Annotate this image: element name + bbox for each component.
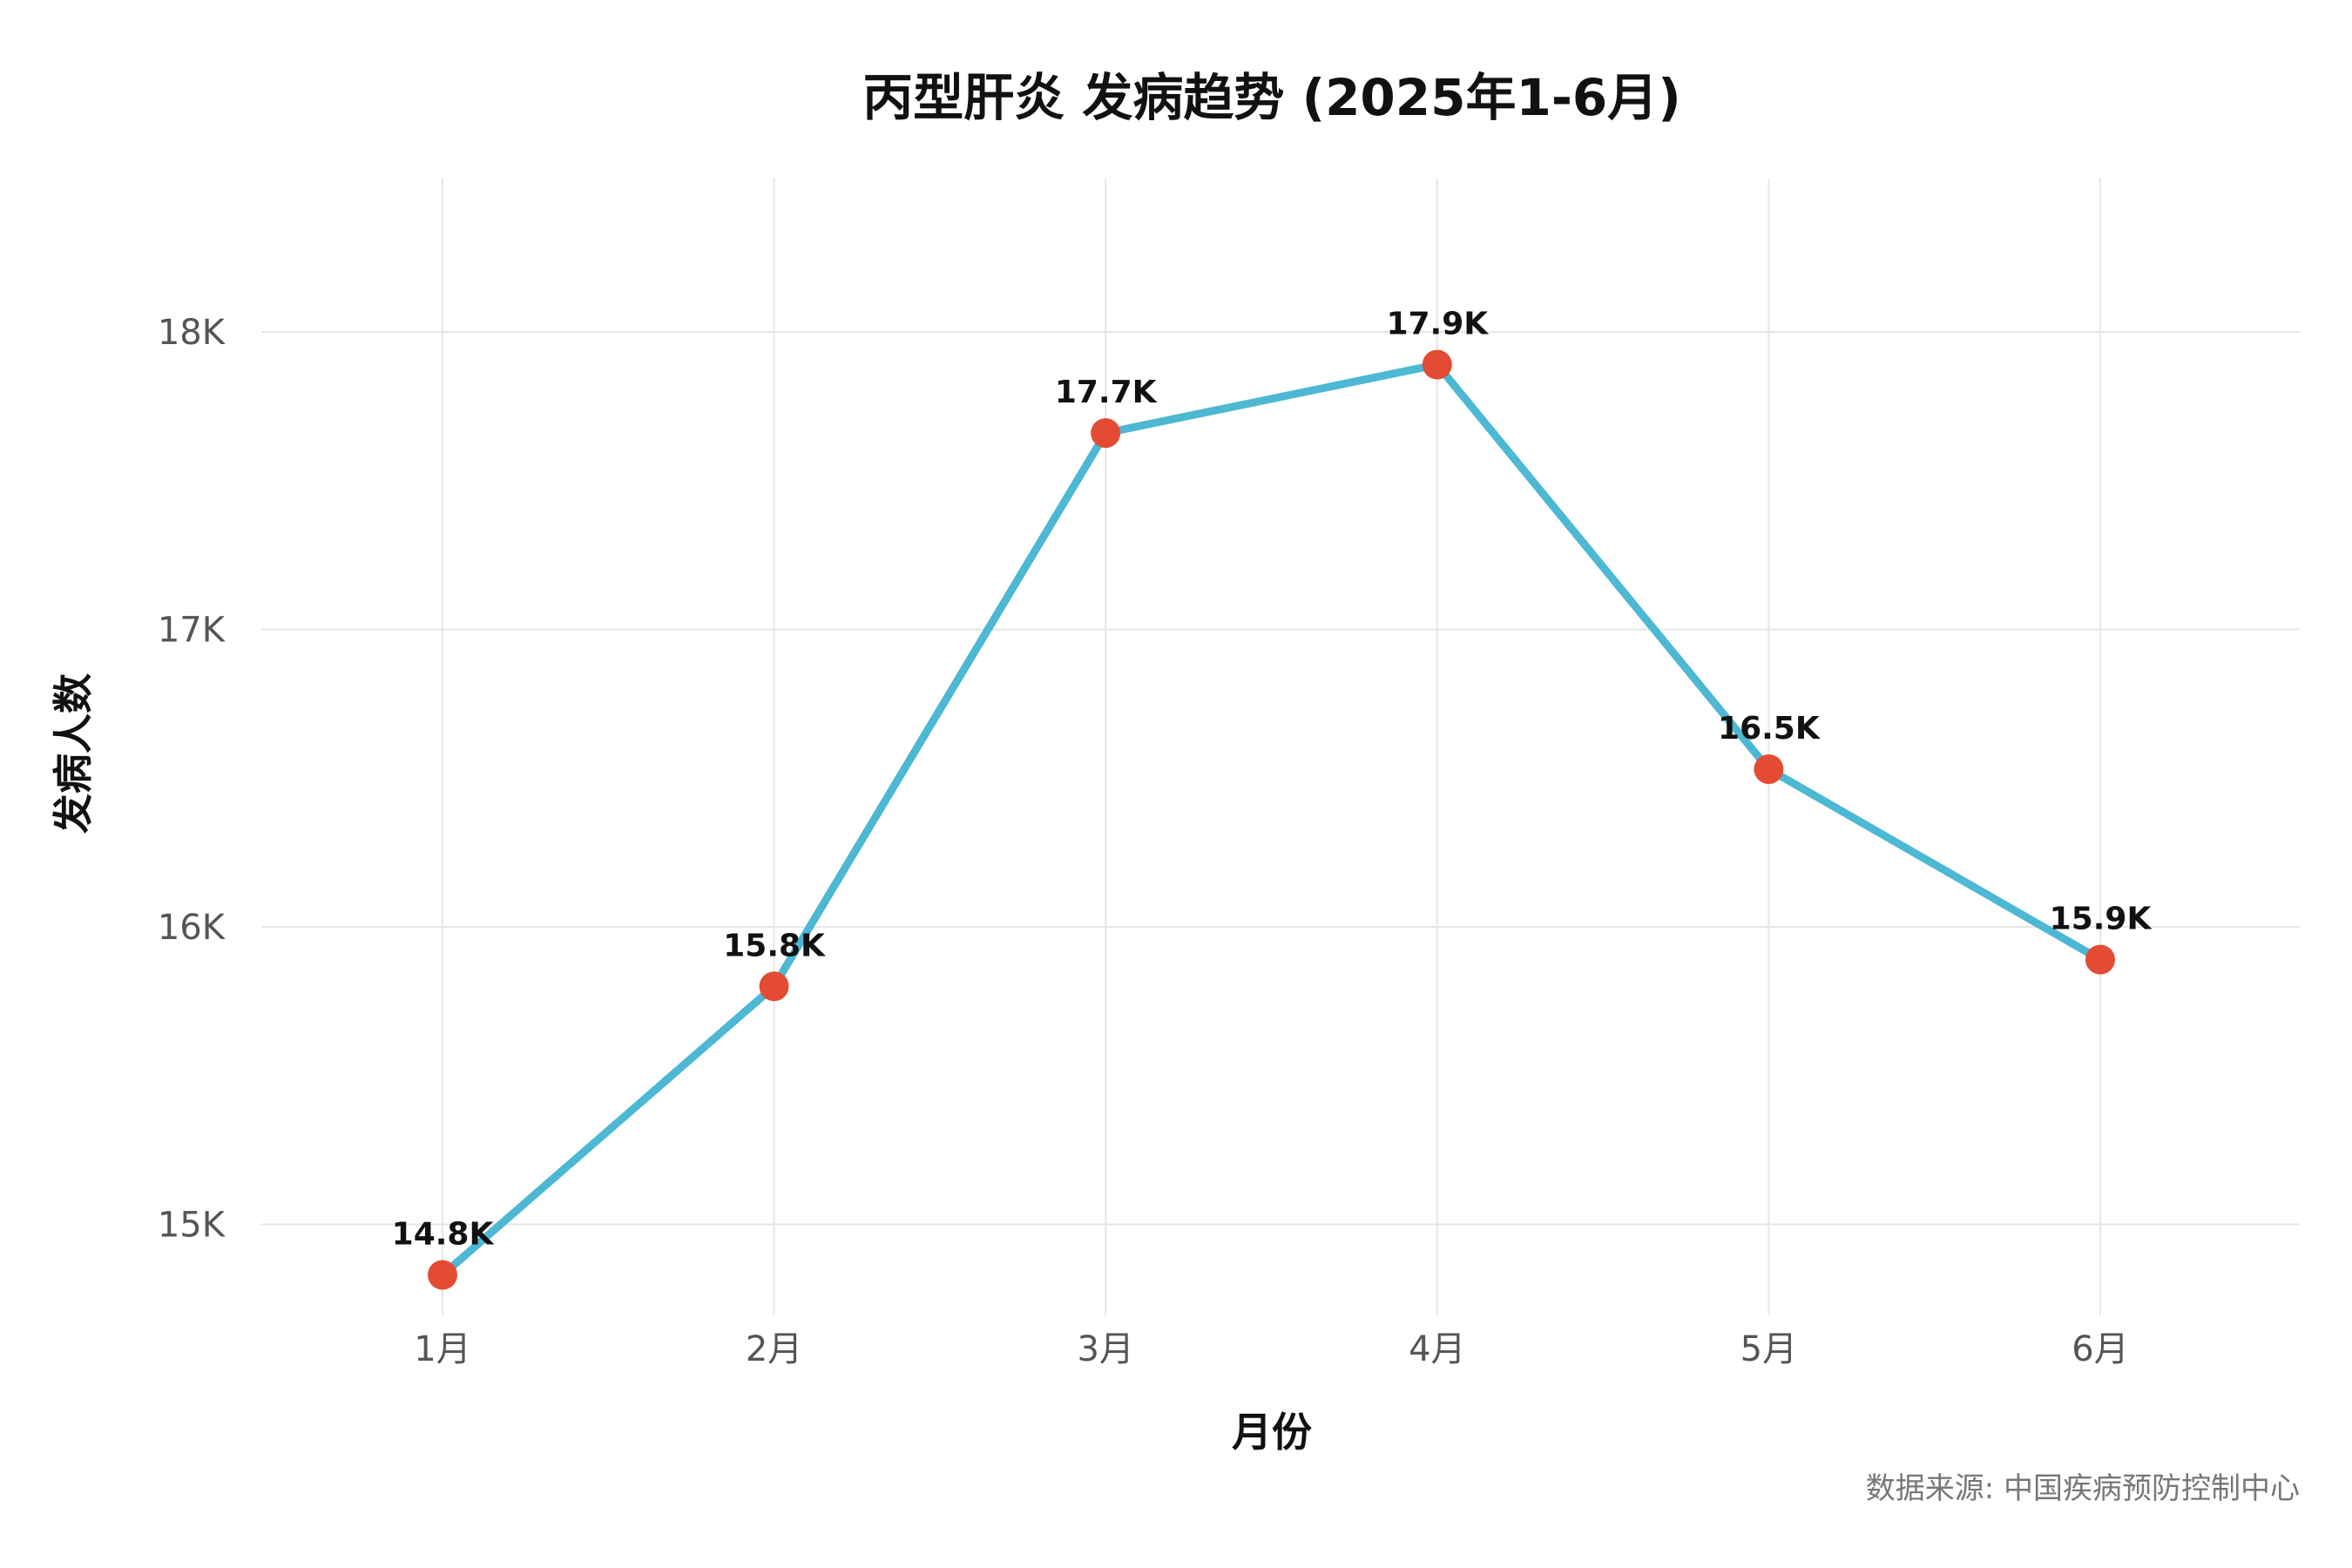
y-tick-label: 18K <box>158 313 226 353</box>
y-tick-label: 16K <box>158 908 226 948</box>
data-point <box>2085 944 2115 975</box>
data-point <box>428 1260 457 1290</box>
series-line <box>438 361 2105 1280</box>
x-tick-label: 1月 <box>414 1329 470 1369</box>
data-label: 14.8K <box>392 1217 495 1253</box>
x-tick-label: 6月 <box>2072 1329 2128 1369</box>
grid-lines <box>261 179 2300 1315</box>
x-axis-ticks: 1月 2月 3月 4月 5月 6月 <box>414 1329 2128 1369</box>
data-points <box>428 349 2115 1290</box>
y-axis-ticks: 15K 16K 17K 18K <box>158 313 226 1246</box>
data-label: 15.9K <box>2050 902 2153 937</box>
data-label: 17.9K <box>1386 307 1489 342</box>
series-line-group <box>438 361 2105 1280</box>
x-tick-label: 3月 <box>1077 1329 1133 1369</box>
data-labels: 14.8K 15.8K 17.7K 17.9K 16.5K 15.9K <box>392 307 2153 1253</box>
data-point <box>759 971 789 1002</box>
source-caption: 数据来源: 中国疾病预防控制中心 <box>1866 1471 2300 1506</box>
x-tick-label: 4月 <box>1409 1329 1465 1369</box>
chart-title: 丙型肝炎 发病趋势 (2025年1-6月) <box>862 68 1681 127</box>
data-point <box>1422 349 1452 380</box>
y-axis-title: 发病人数 <box>50 673 97 834</box>
data-label: 15.8K <box>723 928 826 963</box>
data-label: 17.7K <box>1055 375 1158 410</box>
x-axis-title: 月份 <box>1232 1409 1312 1456</box>
x-tick-label: 5月 <box>1740 1329 1797 1369</box>
data-point <box>1091 418 1121 449</box>
data-point <box>1754 754 1784 785</box>
y-tick-label: 15K <box>158 1206 226 1246</box>
y-tick-label: 17K <box>158 611 226 651</box>
x-tick-label: 2月 <box>746 1329 802 1369</box>
data-label: 16.5K <box>1718 711 1821 747</box>
